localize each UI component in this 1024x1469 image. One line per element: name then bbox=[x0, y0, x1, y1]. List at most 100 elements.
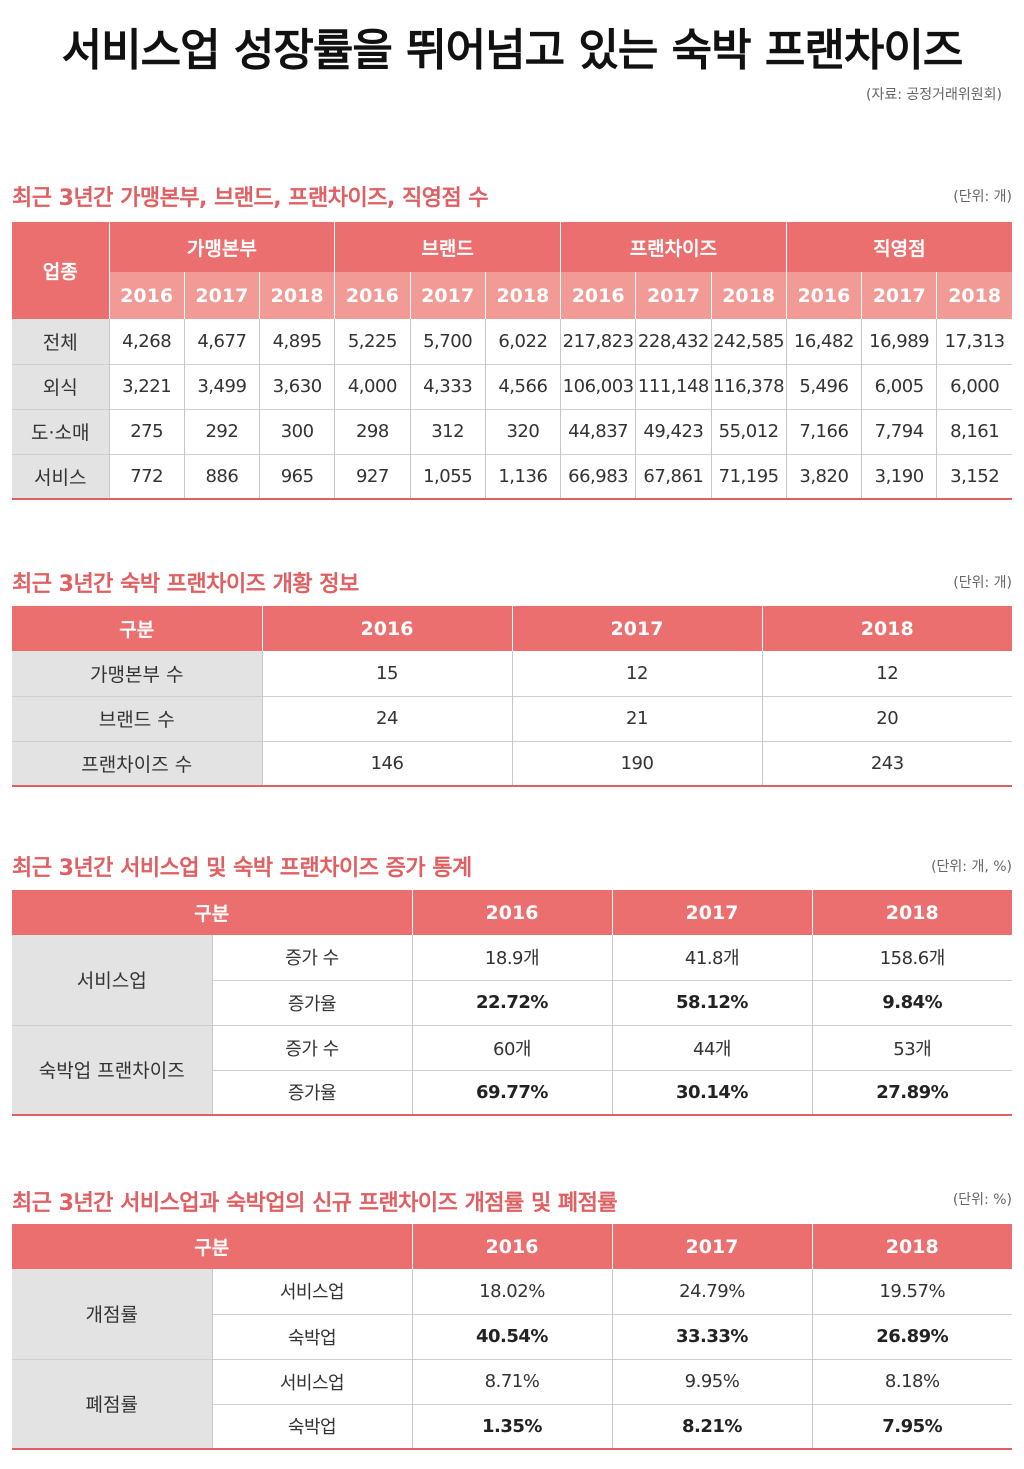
header-year: 2018 bbox=[761, 606, 1012, 651]
table-row: 서비스 772 886 965 927 1,055 1,136 66,983 67,861 71,… bbox=[12, 453, 1013, 499]
header-year: 2016 bbox=[261, 606, 512, 651]
sub-label: 증가율 bbox=[211, 1069, 412, 1115]
table-row: 가맹본부 수 15 12 12 bbox=[12, 651, 1012, 696]
header-year: 2016 bbox=[560, 272, 636, 319]
row-label: 도·소매 bbox=[12, 408, 109, 454]
data-cell: 1,055 bbox=[409, 453, 486, 499]
header-year: 2018 bbox=[258, 272, 335, 319]
data-cell: 300 bbox=[258, 408, 335, 454]
header-year: 2016 bbox=[785, 272, 862, 319]
row-label: 가맹본부 수 bbox=[12, 651, 262, 696]
data-cell: 3,499 bbox=[183, 363, 260, 409]
data-cell: 41.8개 bbox=[611, 935, 812, 980]
table-row: 브랜드 수 24 21 20 bbox=[12, 695, 1012, 741]
data-cell: 17,313 bbox=[936, 319, 1013, 364]
sub-label: 서비스업 bbox=[211, 1269, 412, 1314]
header-year: 2018 bbox=[811, 1224, 1012, 1269]
header-category: 구분 bbox=[12, 606, 262, 651]
header-year: 2017 bbox=[409, 272, 486, 319]
table-row: 폐점률 서비스업 8.71% 9.95% 8.18% bbox=[12, 1358, 1012, 1449]
table3-unit: (단위: 개, %) bbox=[931, 859, 1012, 875]
open-close-rate-table: 구분 2016 2017 2018 개점률 서비스업 18.02% 24.79% 19.… bbox=[12, 1224, 1012, 1450]
header-year: 2018 bbox=[484, 272, 561, 319]
data-cell: 67,861 bbox=[635, 453, 712, 499]
sub-label: 증가율 bbox=[211, 979, 412, 1025]
sub-label: 증가 수 bbox=[211, 935, 412, 980]
sub-label: 서비스업 bbox=[211, 1358, 412, 1404]
data-cell: 69.77% bbox=[411, 1069, 612, 1115]
data-cell: 8.21% bbox=[611, 1403, 812, 1449]
data-cell: 27.89% bbox=[811, 1069, 1012, 1115]
data-cell: 15 bbox=[261, 651, 512, 696]
data-cell: 12 bbox=[761, 651, 1012, 696]
data-cell: 12 bbox=[511, 651, 762, 696]
data-cell: 292 bbox=[183, 408, 260, 454]
data-cell: 18.02% bbox=[411, 1269, 612, 1314]
data-cell: 4,333 bbox=[409, 363, 486, 409]
data-cell: 275 bbox=[108, 408, 185, 454]
data-cell: 217,823 bbox=[560, 319, 636, 364]
group-label: 폐점률 bbox=[12, 1358, 212, 1449]
data-cell: 7.95% bbox=[811, 1403, 1012, 1449]
header-category: 구분 bbox=[12, 890, 412, 935]
table3-title: 최근 3년간 서비스업 및 숙박 프랜차이즈 증가 통계 bbox=[12, 856, 472, 881]
sub-label: 증가 수 bbox=[211, 1024, 412, 1070]
table-row: 증가율 69.77% 30.14% 27.89% bbox=[12, 1069, 1012, 1115]
header-year: 2018 bbox=[710, 272, 787, 319]
header-group: 프랜차이즈 bbox=[560, 222, 787, 272]
data-cell: 1.35% bbox=[411, 1403, 612, 1449]
data-cell: 5,225 bbox=[334, 319, 410, 364]
data-cell: 9.95% bbox=[611, 1358, 812, 1404]
sub-label: 숙박업 bbox=[211, 1313, 412, 1359]
data-cell: 5,496 bbox=[785, 363, 862, 409]
data-cell: 3,630 bbox=[258, 363, 335, 409]
franchise-count-table: 업종 가맹본부 브랜드 프랜차이즈 직영점 2016 2017 2018 201… bbox=[12, 222, 1013, 500]
data-cell: 26.89% bbox=[811, 1313, 1012, 1359]
data-cell: 53개 bbox=[811, 1024, 1012, 1070]
data-cell: 16,482 bbox=[785, 319, 862, 364]
header-year: 2017 bbox=[511, 606, 762, 651]
data-cell: 1,136 bbox=[484, 453, 561, 499]
table-row: 프랜차이즈 수 146 190 243 bbox=[12, 740, 1012, 786]
data-cell: 312 bbox=[409, 408, 486, 454]
header-year: 2017 bbox=[611, 1224, 812, 1269]
data-cell: 4,566 bbox=[484, 363, 561, 409]
data-cell: 4,895 bbox=[258, 319, 335, 364]
data-cell: 228,432 bbox=[635, 319, 712, 364]
table-row: 숙박업 40.54% 33.33% 26.89% bbox=[12, 1313, 1012, 1359]
data-cell: 21 bbox=[511, 695, 762, 741]
page-title: 서비스업 성장률을 뛰어넘고 있는 숙박 프랜차이즈 bbox=[61, 25, 964, 76]
table-row: 숙박업 1.35% 8.21% 7.95% bbox=[12, 1403, 1012, 1449]
data-cell: 106,003 bbox=[560, 363, 636, 409]
data-cell: 44,837 bbox=[560, 408, 636, 454]
row-label: 외식 bbox=[12, 363, 109, 409]
header-group: 브랜드 bbox=[334, 222, 561, 272]
data-cell: 16,989 bbox=[861, 319, 937, 364]
data-cell: 71,195 bbox=[710, 453, 787, 499]
data-cell: 40.54% bbox=[411, 1313, 612, 1359]
data-cell: 242,585 bbox=[710, 319, 787, 364]
data-cell: 158.6개 bbox=[811, 935, 1012, 980]
data-cell: 886 bbox=[183, 453, 260, 499]
table-row: 개점률 서비스업 18.02% 24.79% 19.57% bbox=[12, 1269, 1012, 1359]
data-cell: 6,022 bbox=[484, 319, 561, 364]
data-cell: 146 bbox=[261, 740, 512, 786]
data-cell: 7,794 bbox=[861, 408, 937, 454]
header-group: 가맹본부 bbox=[108, 222, 335, 272]
data-cell: 772 bbox=[108, 453, 185, 499]
data-cell: 7,166 bbox=[785, 408, 862, 454]
source-note: (자료: 공정거래위원회) bbox=[865, 87, 1002, 103]
header-year: 2018 bbox=[811, 890, 1012, 935]
data-cell: 116,378 bbox=[710, 363, 787, 409]
table-row: 증가율 22.72% 58.12% 9.84% bbox=[12, 979, 1012, 1025]
header-year: 2016 bbox=[411, 890, 612, 935]
header-year: 2017 bbox=[861, 272, 937, 319]
header-year: 2018 bbox=[936, 272, 1013, 319]
header-industry: 업종 bbox=[12, 222, 109, 319]
data-cell: 190 bbox=[511, 740, 762, 786]
table-row: 숙박업 프랜차이즈 증가 수 60개 44개 53개 bbox=[12, 1024, 1012, 1115]
data-cell: 6,005 bbox=[861, 363, 937, 409]
lodging-overview-table: 구분 2016 2017 2018 가맹본부 수 15 12 12 브랜드 수 24 21 2… bbox=[12, 606, 1012, 787]
table2-title: 최근 3년간 숙박 프랜차이즈 개황 정보 bbox=[12, 572, 359, 597]
table4-title: 최근 3년간 서비스업과 숙박업의 신규 프랜차이즈 개점률 및 폐점률 bbox=[12, 1191, 618, 1216]
